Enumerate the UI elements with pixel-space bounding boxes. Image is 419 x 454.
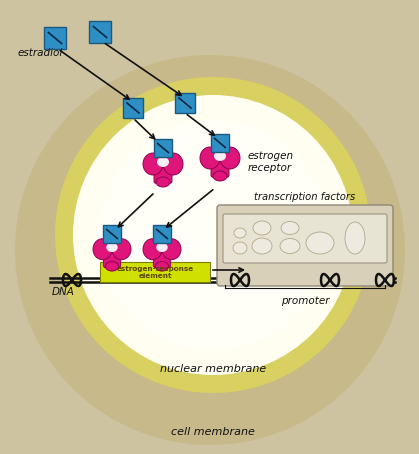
Ellipse shape (143, 153, 163, 175)
Ellipse shape (163, 153, 183, 175)
Ellipse shape (213, 171, 227, 181)
FancyBboxPatch shape (217, 205, 393, 286)
Text: DNA: DNA (52, 287, 75, 297)
Ellipse shape (214, 151, 226, 161)
FancyBboxPatch shape (223, 214, 387, 263)
Ellipse shape (143, 239, 162, 260)
FancyBboxPatch shape (153, 249, 171, 267)
Ellipse shape (155, 262, 169, 271)
FancyBboxPatch shape (103, 225, 121, 243)
FancyBboxPatch shape (154, 139, 172, 157)
FancyBboxPatch shape (211, 134, 229, 152)
Circle shape (55, 77, 371, 393)
Text: promoter: promoter (281, 296, 329, 306)
Ellipse shape (281, 222, 299, 235)
Text: transcription factors: transcription factors (254, 192, 356, 202)
FancyBboxPatch shape (154, 164, 172, 183)
Text: nuclear membrane: nuclear membrane (160, 364, 266, 374)
Ellipse shape (105, 262, 119, 271)
Circle shape (73, 95, 353, 375)
FancyBboxPatch shape (153, 225, 171, 243)
Ellipse shape (234, 228, 246, 238)
Ellipse shape (233, 242, 247, 254)
FancyBboxPatch shape (89, 21, 111, 43)
Ellipse shape (157, 157, 169, 167)
Ellipse shape (253, 221, 271, 235)
FancyBboxPatch shape (44, 27, 66, 49)
Ellipse shape (252, 238, 272, 254)
Text: estrogen-response
element: estrogen-response element (116, 266, 194, 278)
FancyBboxPatch shape (100, 262, 210, 282)
FancyBboxPatch shape (175, 93, 195, 113)
Ellipse shape (156, 242, 168, 252)
FancyBboxPatch shape (123, 98, 143, 118)
Ellipse shape (280, 238, 300, 253)
Text: estrogen
receptor: estrogen receptor (248, 151, 294, 173)
Circle shape (15, 55, 405, 445)
Ellipse shape (106, 242, 118, 252)
Ellipse shape (220, 147, 240, 169)
Text: cell membrane: cell membrane (171, 427, 255, 437)
Ellipse shape (156, 177, 170, 187)
FancyBboxPatch shape (211, 158, 229, 177)
Ellipse shape (112, 239, 131, 260)
Ellipse shape (162, 239, 181, 260)
Ellipse shape (345, 222, 365, 254)
Text: estradiol: estradiol (18, 48, 63, 58)
Ellipse shape (93, 239, 112, 260)
FancyBboxPatch shape (103, 249, 121, 267)
Ellipse shape (306, 232, 334, 254)
Circle shape (98, 120, 328, 350)
Ellipse shape (200, 147, 220, 169)
